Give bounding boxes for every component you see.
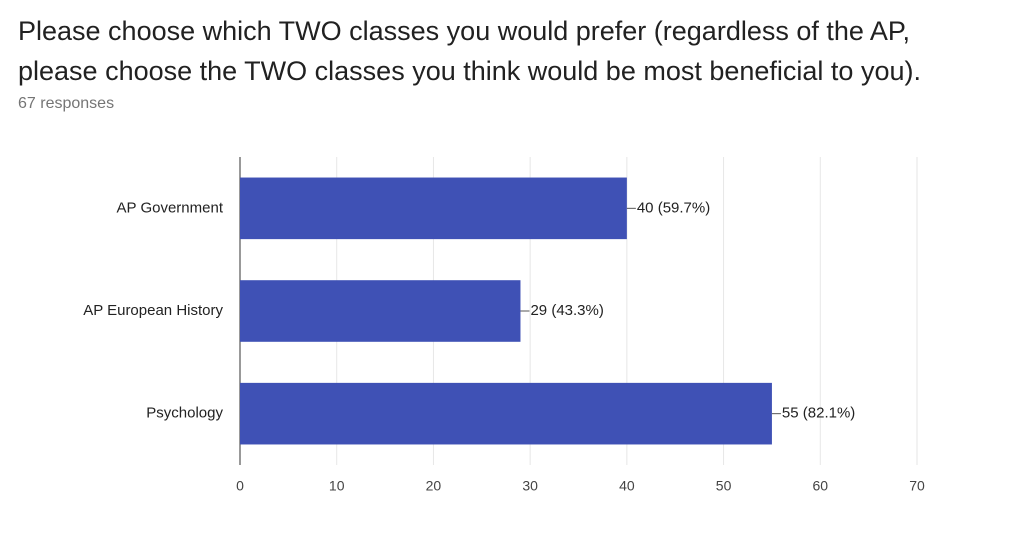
chart-subtitle: 67 responses (18, 95, 114, 112)
y-tick-label: AP European History (83, 302, 223, 319)
value-label: 29 (43.3%) (530, 302, 603, 319)
y-tick-label: AP Government (117, 199, 224, 216)
y-tick-label: Psychology (146, 405, 223, 422)
bar (240, 382, 772, 445)
value-label: 55 (82.1%) (782, 405, 855, 422)
x-tick-label: 20 (426, 478, 442, 494)
chart-title: Please choose which TWO classes you woul… (18, 16, 910, 46)
x-tick-label: 30 (522, 478, 538, 494)
x-tick-label: 60 (812, 478, 828, 494)
x-tick-label: 0 (236, 478, 244, 494)
chart-title: please choose the TWO classes you think … (18, 56, 921, 86)
value-label: 40 (59.7%) (637, 199, 710, 216)
bar (240, 280, 521, 342)
bar (240, 177, 627, 240)
x-tick-label: 40 (619, 478, 635, 494)
x-tick-label: 50 (716, 478, 732, 494)
x-tick-label: 70 (909, 478, 925, 494)
x-tick-label: 10 (329, 478, 345, 494)
